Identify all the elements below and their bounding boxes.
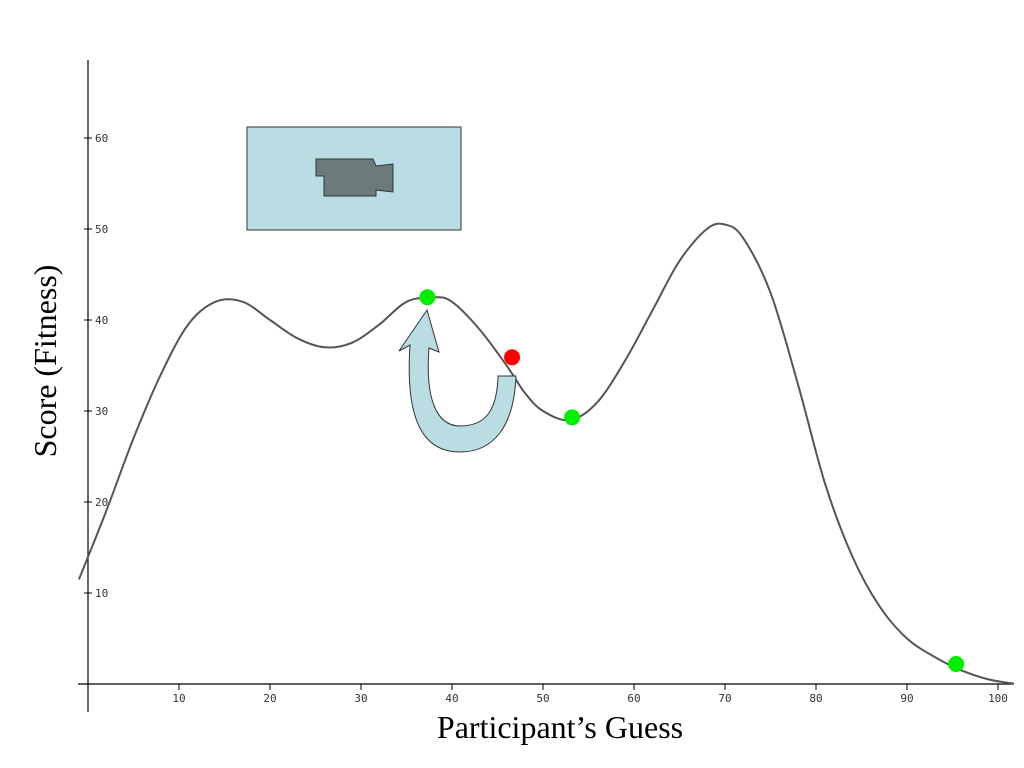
y-tick-label: 20 (95, 496, 108, 509)
camera-annotation (246, 126, 462, 231)
x-tick-label: 60 (627, 692, 640, 705)
tick-marks: 10 20 30 40 50 60 70 80 90 100 10 20 30 40 50 60 (84, 132, 1008, 705)
x-tick-label: 40 (445, 692, 458, 705)
y-tick-label: 40 (95, 314, 108, 327)
guess-points (419, 289, 965, 672)
y-tick-label: 10 (95, 587, 108, 600)
x-tick-label: 30 (354, 692, 367, 705)
curved-arrow (398, 308, 517, 453)
x-tick-label: 10 (172, 692, 185, 705)
axes (78, 60, 1014, 712)
x-tick-label: 70 (718, 692, 731, 705)
x-tick-label: 50 (536, 692, 549, 705)
y-tick-label: 60 (95, 132, 108, 145)
y-tick-label: 50 (95, 223, 108, 236)
x-tick-label: 100 (988, 692, 1008, 705)
y-axis-title: Score (Fitness) (27, 265, 63, 458)
guess-point (948, 655, 965, 672)
x-tick-label: 80 (809, 692, 822, 705)
guess-point (419, 289, 436, 306)
video-camera-icon (315, 158, 394, 197)
x-tick-label: 20 (263, 692, 276, 705)
x-tick-label: 90 (900, 692, 913, 705)
fitness-curve (78, 222, 1014, 685)
guess-point (504, 349, 521, 366)
guess-point (564, 409, 581, 426)
y-tick-label: 30 (95, 405, 108, 418)
x-axis-title: Participant’s Guess (437, 709, 683, 745)
